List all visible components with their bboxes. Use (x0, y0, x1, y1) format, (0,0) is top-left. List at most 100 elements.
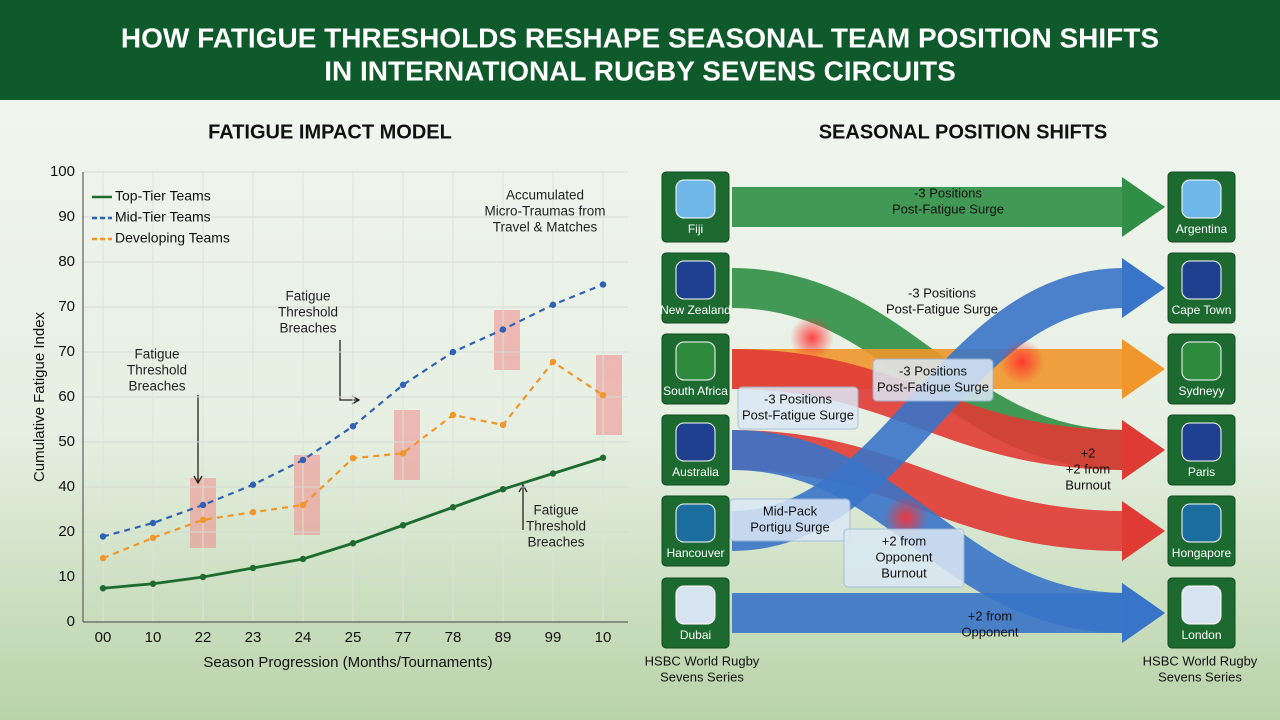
flag-icon (675, 341, 716, 381)
team-label: Dubai (680, 628, 711, 642)
legend-label: Developing Teams (115, 230, 230, 246)
annotation-arrow (193, 395, 203, 485)
team-label: New Zealand (660, 303, 731, 317)
data-point (449, 411, 457, 419)
flag-icon (675, 260, 716, 300)
data-point (599, 281, 607, 288)
x-tick-label: 78 (445, 629, 462, 646)
data-point (499, 326, 507, 333)
y-tick-label: 70 (58, 343, 75, 360)
x-tick-label: 00 (95, 629, 112, 646)
data-point (149, 519, 157, 527)
shift-label: -3 Positions (914, 185, 982, 200)
diagram-title: SEASONAL POSITION SHIFTS (819, 121, 1108, 143)
data-point (249, 564, 257, 572)
shift-label: Opponent (961, 624, 1018, 639)
data-point (99, 554, 107, 562)
data-point (99, 585, 107, 592)
shift-label: Post-Fatigue Surge (877, 379, 989, 394)
flag-icon (1181, 503, 1222, 543)
x-tick-label: 10 (595, 629, 612, 646)
data-point (349, 455, 357, 462)
data-point (99, 533, 107, 540)
footer: HSBC World Rugby (1143, 653, 1258, 668)
team-label: Hongapore (1172, 546, 1232, 560)
team-label: South Africa (663, 384, 728, 398)
annotation-arrow (518, 483, 528, 530)
main-title: IN INTERNATIONAL RUGBY SEVENS CIRCUITS (324, 55, 956, 86)
flow-arrowhead (1122, 583, 1165, 643)
data-point (299, 456, 307, 464)
x-tick-label: 23 (245, 629, 262, 646)
flow-arrowhead (1122, 177, 1165, 237)
flag-icon (675, 422, 716, 462)
shift-label: Burnout (881, 565, 927, 580)
flag-icon (1181, 341, 1222, 381)
flag-icon (1181, 179, 1222, 219)
breach-glows (190, 310, 622, 548)
x-tick-label: 77 (395, 629, 412, 646)
flow-arrowhead (1122, 420, 1165, 480)
breach-glow (394, 410, 420, 480)
data-point (549, 358, 557, 366)
annotation: Fatigue (533, 503, 578, 518)
shift-label: Portigu Surge (750, 519, 830, 534)
team-label: Sydneyy (1178, 384, 1224, 398)
shift-label: +2 from (968, 608, 1012, 623)
x-tick-label: 25 (345, 629, 362, 646)
flow-arrowhead (1122, 339, 1165, 399)
team-label: Hancouver (666, 546, 724, 560)
x-tick-label: 22 (195, 629, 212, 646)
burst (1000, 340, 1044, 384)
data-point (299, 555, 307, 563)
data-point (199, 516, 207, 524)
shift-label: Post-Fatigue Surge (742, 407, 854, 422)
data-point (199, 573, 207, 581)
data-point (599, 392, 607, 399)
breach-glow (494, 310, 520, 370)
main-title: HOW FATIGUE THRESHOLDS RESHAPE SEASONAL … (121, 22, 1159, 53)
flag-icon (675, 503, 716, 543)
y-tick-label: 70 (58, 298, 75, 315)
shift-label: Burnout (1065, 477, 1111, 492)
y-tick-label: 80 (58, 253, 75, 270)
series-line (102, 283, 604, 538)
annotation: Breaches (128, 379, 185, 394)
annotation: Breaches (527, 535, 584, 550)
annotation: Breaches (279, 321, 336, 336)
x-tick-label: 10 (145, 629, 162, 646)
annotation: Micro-Traumas from (484, 204, 605, 219)
data-point (399, 522, 407, 529)
y-tick-label: 10 (58, 568, 75, 585)
data-point (349, 540, 357, 547)
data-point (399, 381, 407, 389)
flow-arrowhead (1122, 258, 1165, 318)
data-point (299, 501, 307, 509)
x-tick-label: 89 (495, 629, 512, 646)
breach-glow (294, 455, 320, 535)
data-point (149, 534, 157, 542)
annotation: Threshold (526, 519, 586, 534)
burst (790, 316, 834, 360)
y-tick-label: 40 (58, 478, 75, 495)
flag-icon (1181, 260, 1222, 300)
shift-label: Post-Fatigue Surge (886, 301, 998, 316)
label-box (843, 528, 965, 588)
team-label: Argentina (1176, 222, 1228, 236)
annotation: Threshold (127, 363, 187, 378)
data-point (549, 470, 557, 477)
team-label: Paris (1188, 465, 1215, 479)
header (0, 0, 1280, 100)
shift-label: Opponent (875, 549, 932, 564)
label-box (872, 358, 994, 402)
footer: Sevens Series (660, 669, 744, 684)
shift-label: +2 from (882, 533, 926, 548)
annotation: Accumulated (506, 188, 584, 203)
team-label: Cape Town (1172, 303, 1232, 317)
flag-icon (675, 179, 716, 219)
legend-label: Mid-Tier Teams (115, 209, 211, 225)
data-point (499, 486, 507, 493)
annotation: Threshold (278, 305, 338, 320)
footer: Sevens Series (1158, 669, 1242, 684)
